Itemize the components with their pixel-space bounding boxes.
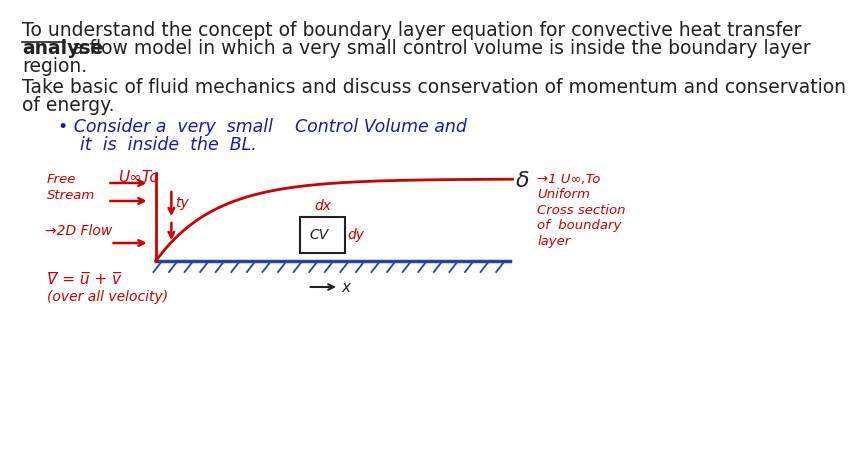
- Text: x: x: [341, 280, 350, 295]
- Text: Uniform: Uniform: [537, 189, 590, 201]
- Text: region.: region.: [22, 57, 87, 76]
- Text: dx: dx: [314, 199, 331, 213]
- Text: Cross section: Cross section: [537, 205, 626, 218]
- Text: Free
Stream: Free Stream: [47, 173, 95, 202]
- Text: layer: layer: [537, 234, 571, 247]
- Text: (over all velocity): (over all velocity): [47, 290, 168, 304]
- Text: To understand the concept of boundary layer equation for convective heat transfe: To understand the concept of boundary la…: [22, 21, 801, 40]
- Text: →2D Flow: →2D Flow: [45, 224, 112, 238]
- Text: of energy.: of energy.: [22, 96, 115, 115]
- Text: CV: CV: [310, 228, 329, 242]
- Text: δ: δ: [515, 171, 529, 191]
- Text: dy: dy: [347, 228, 364, 242]
- Bar: [300, 217, 345, 253]
- Text: Take basic of fluid mechanics and discuss conservation of momentum and conservat: Take basic of fluid mechanics and discus…: [22, 78, 846, 97]
- Text: • Consider a  very  small    Control Volume and: • Consider a very small Control Volume a…: [59, 118, 467, 136]
- Text: ty: ty: [175, 196, 189, 210]
- Text: U∞To: U∞To: [118, 170, 159, 185]
- Text: V̅ = u̅ + v̅: V̅ = u̅ + v̅: [47, 272, 121, 287]
- Text: a flow model in which a very small control volume is inside the boundary layer: a flow model in which a very small contr…: [66, 39, 811, 58]
- Text: analyse: analyse: [22, 39, 103, 58]
- Text: →1 U∞,To: →1 U∞,To: [537, 172, 601, 185]
- Text: it  is  inside  the  BL.: it is inside the BL.: [59, 136, 257, 154]
- Text: of  boundary: of boundary: [537, 219, 621, 233]
